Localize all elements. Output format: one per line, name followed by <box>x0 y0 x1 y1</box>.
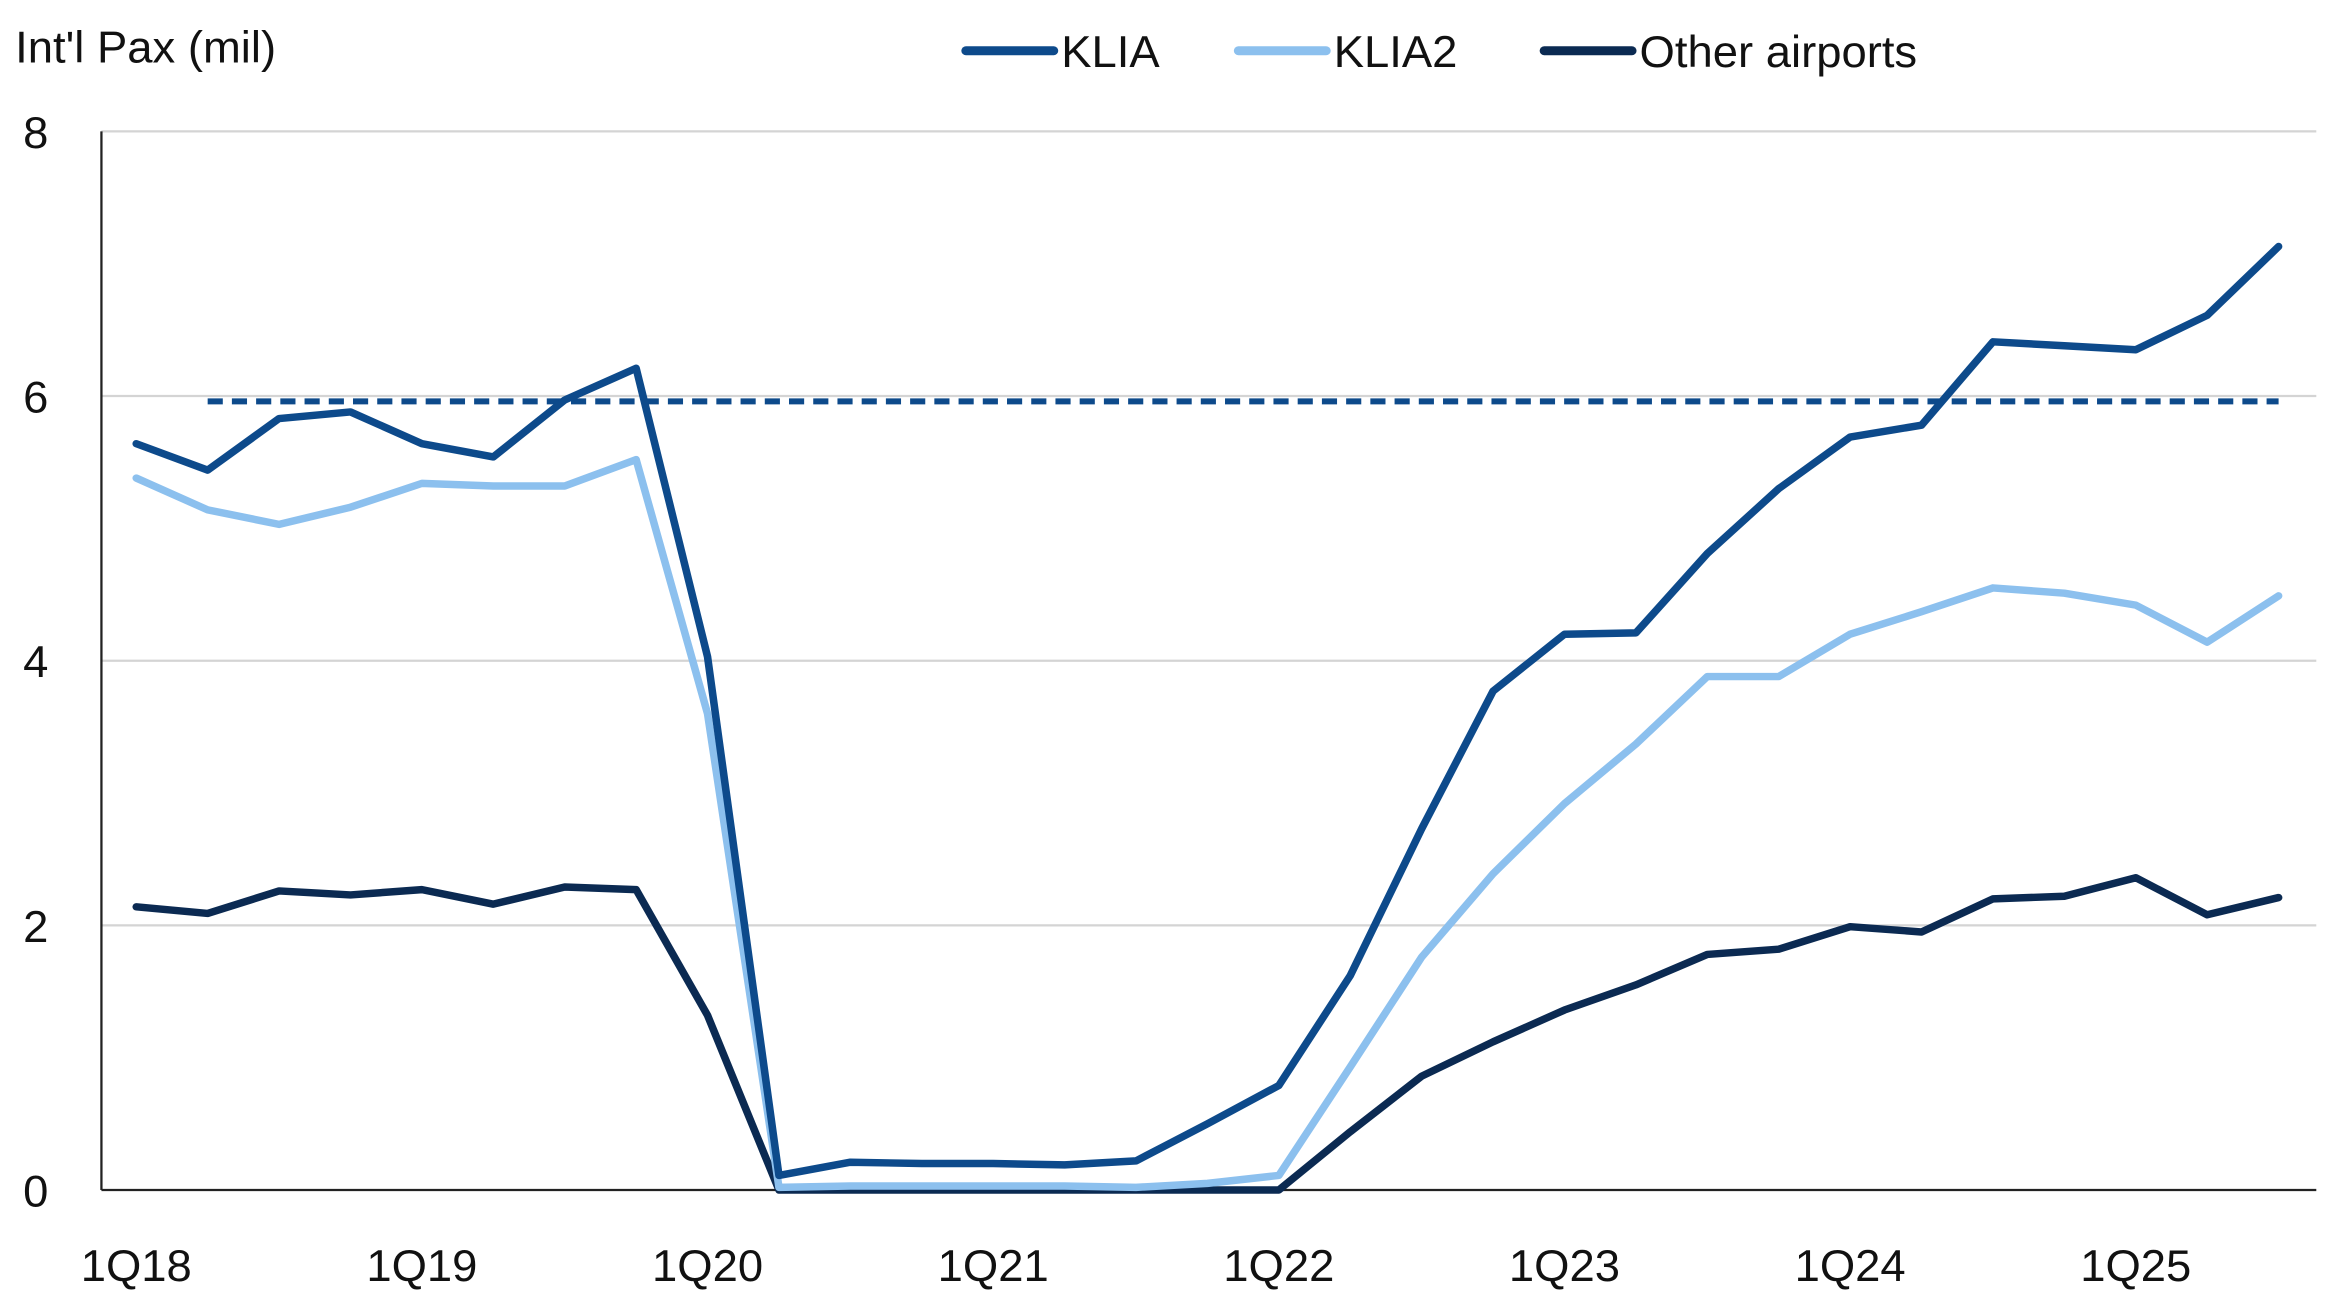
gridlines <box>101 130 2317 927</box>
series-line-klia2 <box>132 455 2283 1192</box>
x-tick-label: 1Q21 <box>938 1240 1049 1291</box>
y-tick-label: 6 <box>23 372 48 423</box>
y-tick-label: 8 <box>23 107 48 158</box>
x-tick-label: 1Q23 <box>1509 1240 1620 1291</box>
y-tick-label: 0 <box>23 1166 48 1217</box>
y-tick-label: 2 <box>23 901 48 952</box>
x-tick-label: 1Q19 <box>366 1240 477 1291</box>
legend-label: KLIA <box>1061 26 1159 77</box>
y-axis-ticks: 0 2 4 6 8 <box>23 107 48 1216</box>
series-line-klia <box>132 242 2283 1180</box>
legend-label: KLIA2 <box>1334 26 1458 77</box>
x-axis-ticks: 1Q18 1Q19 1Q20 1Q21 1Q22 1Q23 1Q24 1Q25 <box>81 1240 2192 1291</box>
x-tick-label: 1Q22 <box>1223 1240 1334 1291</box>
x-tick-label: 1Q24 <box>1795 1240 1906 1291</box>
x-tick-label: 1Q20 <box>652 1240 763 1291</box>
y-axis-label: Int'l Pax (mil) <box>15 22 276 73</box>
series-line-other-airports <box>132 873 2283 1194</box>
x-tick-label: 1Q18 <box>81 1240 192 1291</box>
series-lines <box>132 242 2283 1194</box>
x-tick-label: 1Q25 <box>2080 1240 2191 1291</box>
legend: KLIA KLIA2 Other airports <box>961 26 1918 77</box>
legend-label: Other airports <box>1640 26 1918 77</box>
y-tick-label: 4 <box>23 636 48 687</box>
